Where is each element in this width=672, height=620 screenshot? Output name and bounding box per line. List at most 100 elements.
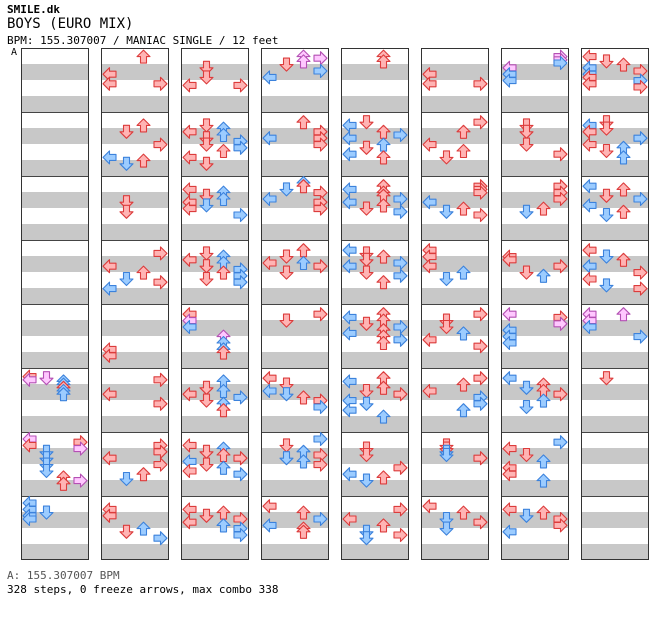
down-arrow-icon [279, 313, 294, 328]
beat-stripe [261, 288, 329, 304]
beat-stripe [101, 96, 169, 112]
right-arrow-icon [473, 115, 488, 130]
down-arrow-icon [519, 447, 534, 463]
beat-stripe [341, 416, 409, 432]
left-arrow-icon [262, 191, 277, 207]
right-arrow-icon [473, 185, 488, 200]
down-arrow-icon [119, 271, 134, 287]
right-arrow-icon [313, 307, 328, 322]
beat-stripe [21, 224, 89, 240]
right-arrow-icon [313, 259, 328, 274]
beat-stripe [101, 320, 169, 336]
beat-stripe [581, 256, 649, 272]
left-arrow-icon [422, 332, 437, 347]
right-arrow-icon [473, 76, 488, 91]
beat-stripe [261, 64, 329, 80]
beat-stripe [341, 256, 409, 272]
beat-stripe [21, 192, 89, 208]
beat-stripe [261, 320, 329, 336]
beat-stripe [341, 64, 409, 80]
down-arrow-icon [519, 204, 534, 219]
left-arrow-icon [182, 201, 197, 216]
left-arrow-icon [262, 70, 277, 85]
right-arrow-icon [233, 451, 248, 466]
left-arrow-icon [342, 310, 357, 325]
beat-stripe [341, 192, 409, 208]
left-arrow-icon [422, 383, 437, 399]
right-arrow-icon [153, 372, 168, 387]
left-arrow-icon [342, 467, 357, 482]
up-arrow-icon [216, 518, 231, 533]
beat-stripe [21, 512, 89, 528]
beat-stripe [181, 512, 249, 528]
beat-stripe [341, 512, 409, 528]
down-arrow-icon [599, 371, 614, 386]
beat-stripe [421, 64, 489, 80]
down-arrow-icon [199, 508, 214, 523]
up-arrow-icon [376, 249, 391, 264]
down-arrow-icon [599, 143, 614, 159]
up-arrow-icon [616, 150, 631, 165]
beat-stripe [501, 352, 569, 368]
right-arrow-icon [153, 531, 168, 546]
left-arrow-icon [582, 76, 597, 91]
right-arrow-icon [153, 137, 168, 152]
left-arrow-icon [502, 467, 517, 482]
beat-stripe [581, 128, 649, 144]
down-arrow-icon [359, 252, 374, 267]
beat-stripe [581, 448, 649, 464]
beat-stripe [581, 288, 649, 304]
down-arrow-icon [519, 380, 534, 395]
beat-stripe [421, 544, 489, 560]
down-arrow-icon [199, 444, 214, 459]
down-arrow-icon [599, 207, 614, 223]
left-arrow-icon [102, 387, 117, 402]
beat-stripe [21, 96, 89, 112]
down-arrow-icon [39, 463, 54, 479]
left-arrow-icon [182, 124, 197, 139]
chart-column [261, 48, 329, 560]
left-arrow-icon [342, 326, 357, 341]
beat-stripe [101, 512, 169, 528]
right-arrow-icon [553, 191, 568, 207]
up-arrow-icon [216, 403, 231, 418]
up-arrow-icon [216, 127, 231, 143]
up-arrow-icon [616, 307, 631, 322]
down-arrow-icon [279, 438, 294, 453]
right-arrow-icon [153, 275, 168, 290]
right-arrow-icon [393, 332, 408, 347]
left-arrow-icon [102, 281, 117, 296]
right-arrow-icon [393, 127, 408, 143]
beat-stripe [581, 224, 649, 240]
left-arrow-icon [262, 131, 277, 146]
beat-stripe [101, 480, 169, 496]
beat-stripe [261, 160, 329, 176]
right-arrow-icon [313, 137, 328, 152]
left-arrow-icon [582, 179, 597, 194]
right-arrow-icon [553, 387, 568, 402]
chart-column [501, 48, 569, 560]
beat-stripe [581, 96, 649, 112]
left-arrow-icon [342, 374, 357, 389]
up-arrow-icon [536, 201, 551, 216]
beat-stripe [501, 480, 569, 496]
left-arrow-icon [22, 438, 37, 453]
beat-stripe [101, 224, 169, 240]
down-arrow-icon [119, 471, 134, 487]
beat-stripe [261, 96, 329, 112]
left-arrow-icon [262, 383, 277, 399]
right-arrow-icon [633, 79, 648, 95]
beat-stripe [501, 384, 569, 400]
left-arrow-icon [22, 372, 37, 387]
beat-stripe [101, 384, 169, 400]
beat-stripe [181, 96, 249, 112]
up-arrow-icon [376, 198, 391, 213]
beat-stripe [181, 256, 249, 272]
beat-stripe [181, 192, 249, 208]
right-arrow-icon [393, 387, 408, 402]
beat-stripe [261, 416, 329, 432]
beat-stripe [261, 448, 329, 464]
left-arrow-icon [102, 259, 117, 274]
down-arrow-icon [599, 188, 614, 203]
up-arrow-icon [616, 57, 631, 72]
